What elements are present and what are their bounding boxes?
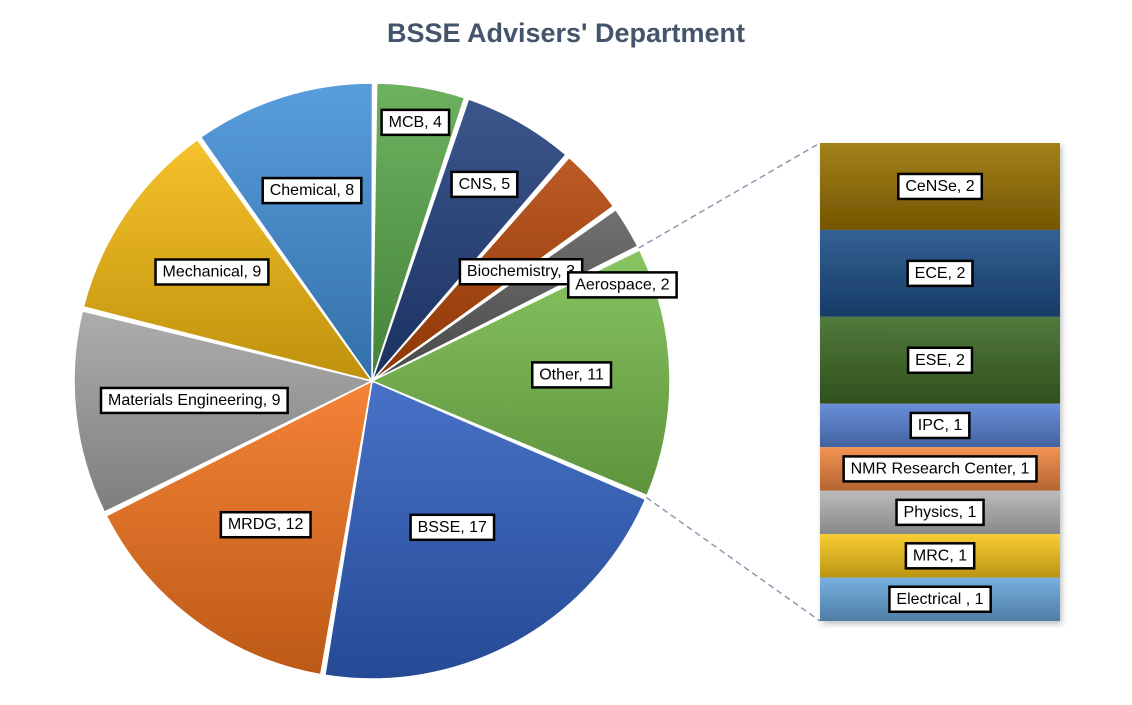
bar-label-mrc-box	[904, 542, 976, 570]
pie-label-bsse: BSSE, 17	[409, 513, 496, 542]
pie-label-chemical: Chemical, 8	[261, 176, 363, 205]
pie-label-mcb-box	[380, 108, 451, 137]
bar-label-ipc-text: IPC, 1	[918, 417, 963, 434]
pie-label-aerospace: Aerospace, 2	[566, 271, 678, 299]
bar-label-ece: ECE, 2	[906, 259, 974, 288]
pie-slice-cns	[371, 98, 567, 382]
pie-label-biochemistry: Biochemistry, 3	[458, 257, 584, 286]
bar-label-cense-text: CeNSe, 2	[905, 178, 974, 195]
bar-label-cense: CeNSe, 2	[897, 172, 984, 201]
bar-label-ese-box	[906, 346, 974, 375]
pie-label-chemical-text: Chemical, 8	[270, 182, 355, 199]
pie-label-mrdg-box	[219, 510, 312, 539]
pie-label-bsse-text: BSSE, 17	[418, 519, 487, 536]
bar-label-ese-text: ESE, 2	[915, 352, 965, 369]
connector-line-bottom	[645, 496, 821, 622]
bar-label-mrc-text: MRC, 1	[913, 547, 967, 564]
pie-label-other-box	[530, 361, 613, 389]
pie	[73, 82, 671, 680]
bar-label-ece-box	[906, 259, 974, 288]
pie-label-materials-engineering: Materials Engineering, 9	[99, 386, 289, 415]
pie-slice-mcb	[371, 82, 466, 382]
pie-label-mcb: MCB, 4	[380, 108, 451, 137]
pie-label-aerospace-box	[566, 271, 678, 299]
pie-label-chemical-box	[261, 176, 363, 205]
pie-label-materials-engineering-box	[99, 386, 289, 415]
bar-label-ipc-box	[909, 411, 971, 440]
connector-lines	[638, 142, 821, 622]
bar-label-ece-text: ECE, 2	[915, 265, 966, 282]
pie-label-biochemistry-text: Biochemistry, 3	[467, 263, 575, 280]
bar-label-nmr-research-center-box	[842, 455, 1038, 483]
bar-label-nmr-research-center: NMR Research Center, 1	[842, 455, 1038, 483]
bar-label-mrc: MRC, 1	[904, 542, 976, 570]
pie-label-aerospace-text: Aerospace, 2	[575, 276, 669, 293]
pie-label-other: Other, 11	[530, 361, 613, 389]
bar-label-cense-box	[897, 172, 984, 201]
bar-label-physics: Physics, 1	[895, 498, 985, 527]
chart-title: BSSE Advisers' Department	[386, 18, 746, 48]
pie-label-cns: CNS, 5	[450, 170, 519, 199]
pie-label-mechanical-box	[154, 258, 270, 286]
pie-label-bsse-box	[409, 513, 496, 542]
connector-line-top	[638, 142, 821, 249]
bar-label-ese: ESE, 2	[906, 346, 974, 375]
pie-label-materials-engineering-text: Materials Engineering, 9	[108, 392, 281, 409]
pie-label-mechanical-text: Mechanical, 9	[163, 263, 262, 280]
pie-label-mrdg: MRDG, 12	[219, 510, 312, 539]
bar-label-physics-text: Physics, 1	[904, 504, 977, 521]
pie-slice-aerospace	[371, 208, 639, 382]
pie-label-mrdg-text: MRDG, 12	[228, 516, 304, 533]
pie-label-other-text: Other, 11	[539, 366, 604, 383]
bar-label-electrical-box	[888, 585, 992, 614]
pie-label-mechanical: Mechanical, 9	[154, 258, 270, 286]
pie-slice-chemical	[199, 82, 374, 384]
bar-label-electrical-text: Electrical , 1	[896, 591, 983, 608]
pie-label-cns-box	[450, 170, 519, 199]
bar-label-nmr-research-center-text: NMR Research Center, 1	[851, 460, 1030, 477]
pie-label-cns-text: CNS, 5	[459, 176, 511, 193]
bar-label-electrical: Electrical , 1	[888, 585, 992, 614]
bar-label-ipc: IPC, 1	[909, 411, 971, 440]
pie-label-mcb-text: MCB, 4	[389, 114, 442, 131]
bar-label-physics-box	[895, 498, 985, 527]
